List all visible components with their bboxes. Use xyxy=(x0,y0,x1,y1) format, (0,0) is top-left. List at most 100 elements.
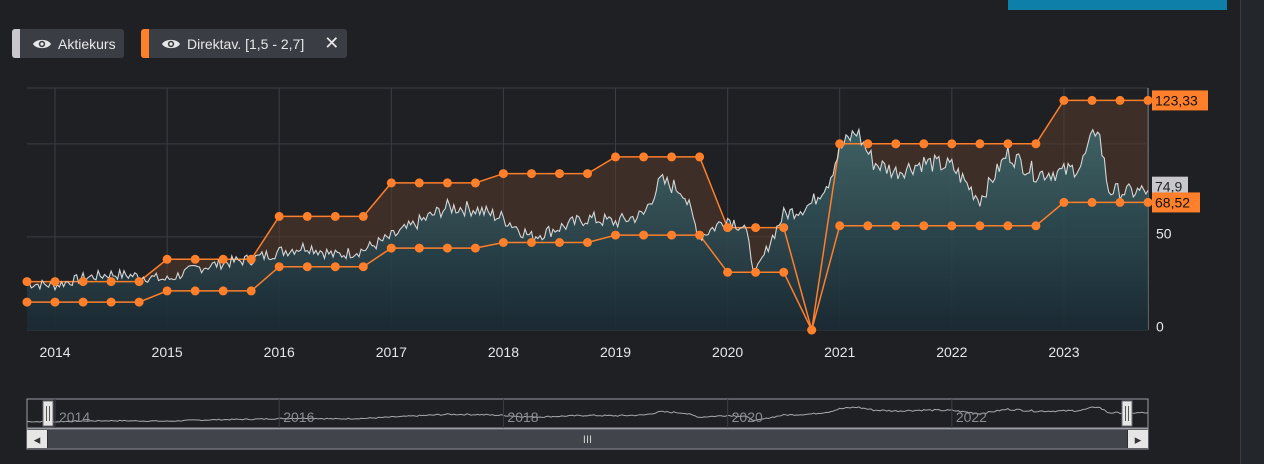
band-upper-point xyxy=(50,277,60,287)
band-upper-point xyxy=(1031,139,1041,149)
x-tick-label: 2015 xyxy=(152,344,183,360)
navigator-scrollbar-thumb xyxy=(48,430,1127,448)
band-upper-label: 123,33 xyxy=(1155,92,1198,108)
band-upper-point xyxy=(330,211,340,221)
band-upper-point xyxy=(527,169,536,179)
band-lower-point xyxy=(218,286,228,296)
x-tick-label: 2020 xyxy=(712,344,743,360)
band-lower-point xyxy=(555,238,564,247)
band-upper-point xyxy=(695,152,705,162)
band-lower-point xyxy=(835,221,845,231)
side-scroll-strip[interactable] xyxy=(1241,0,1264,464)
navigator-frame xyxy=(26,398,1149,429)
legend-chip-direktavkastning[interactable]: Direktav. [1,5 - 2,7] ✕ xyxy=(141,29,348,58)
navigator-handle-right xyxy=(1121,400,1133,427)
band-upper-point xyxy=(919,139,929,149)
chart-grid xyxy=(27,87,1149,331)
band-upper-line xyxy=(27,99,1148,331)
band-lower-point xyxy=(442,243,452,253)
band-area xyxy=(27,100,1148,331)
navigator[interactable]: 2014 2016 2018 2020 2022 III ◂ ▸ xyxy=(26,398,1149,450)
band-upper-point xyxy=(274,211,284,221)
band-upper-point xyxy=(1003,139,1013,149)
band-upper-point xyxy=(639,152,649,162)
legend-chip-aktiekurs[interactable]: Aktiekurs xyxy=(12,29,124,58)
band-upper-point xyxy=(358,211,368,221)
panel-divider xyxy=(1240,0,1241,464)
band-upper-point xyxy=(1143,95,1153,105)
band-upper-label-bg xyxy=(1152,90,1208,111)
band-lower-point xyxy=(78,297,88,307)
band-lower-point xyxy=(751,267,761,277)
band-upper-point xyxy=(779,223,789,233)
band-lower-point xyxy=(470,243,480,253)
band-lower-point xyxy=(330,262,340,272)
band-lower-point xyxy=(162,286,172,296)
close-icon[interactable]: ✕ xyxy=(324,33,340,53)
band-upper-point xyxy=(751,223,761,233)
band-upper-point xyxy=(1059,95,1069,105)
band-upper-point xyxy=(190,254,200,264)
band-upper-point xyxy=(807,325,817,335)
band-upper-point xyxy=(246,254,256,264)
band-lower-point xyxy=(919,221,929,231)
band-lower-point xyxy=(611,230,620,240)
band-upper-point xyxy=(1115,95,1125,105)
price-series-line xyxy=(26,127,1149,292)
band-upper-point xyxy=(22,277,32,287)
band-upper-point xyxy=(106,277,116,287)
band-upper-point xyxy=(1087,95,1097,105)
band-lower-label-bg xyxy=(1152,192,1200,213)
band-upper-point xyxy=(975,139,985,149)
band-upper-point xyxy=(498,169,508,179)
band-lower-point xyxy=(807,325,817,335)
band-lower-label: 68,52 xyxy=(1155,194,1190,210)
band-lower-point xyxy=(891,221,901,231)
band-lower-point xyxy=(106,297,116,307)
navigator-tick-label: 2014 xyxy=(59,409,90,425)
band-upper-point xyxy=(442,178,452,188)
band-fill xyxy=(27,100,1148,331)
band-points xyxy=(22,95,1153,335)
y-tick-label: 0 xyxy=(1156,319,1164,335)
scroll-left-button xyxy=(27,430,47,448)
band-lower-point xyxy=(498,238,508,247)
legend-color-marker xyxy=(12,29,20,58)
scroll-right-button xyxy=(1128,430,1148,448)
x-tick-label: 2014 xyxy=(39,344,70,360)
navigator-series-line xyxy=(26,406,1149,423)
legend-color-marker xyxy=(141,29,149,58)
band-lower-point xyxy=(947,221,957,231)
band-upper-point xyxy=(414,178,424,188)
band-lower-point xyxy=(50,297,60,307)
band-lower-point xyxy=(583,238,592,247)
band-lower-point xyxy=(414,243,424,253)
band-lower-point xyxy=(274,262,284,272)
band-upper-point xyxy=(947,139,957,149)
x-tick-label: 2022 xyxy=(936,344,967,360)
price-line xyxy=(26,127,1149,292)
chart-axes: 2014 2015 2016 2017 2018 2019 2020 2021 2022 2023… xyxy=(39,226,1171,360)
top-accent-bar xyxy=(1008,0,1227,10)
band-lower-point xyxy=(134,297,144,307)
band-lower-point xyxy=(1115,197,1125,207)
band-lower-point xyxy=(358,262,368,272)
band-lower-point xyxy=(190,286,200,296)
eye-icon[interactable] xyxy=(32,37,52,51)
band-lower-point xyxy=(1003,221,1013,231)
band-lower-line xyxy=(27,201,1148,333)
band-lower-point xyxy=(863,221,873,231)
band-lower-point xyxy=(1031,221,1041,231)
navigator-scrollbar-track xyxy=(26,428,1149,450)
price-area-fill xyxy=(27,129,1148,330)
band-upper-point xyxy=(583,169,592,179)
scrollbar-grip: III xyxy=(583,434,592,446)
band-lower-point xyxy=(386,243,396,253)
band-upper-point xyxy=(302,211,312,221)
eye-icon[interactable] xyxy=(161,37,181,51)
band-upper-point xyxy=(835,139,845,149)
x-tick-label: 2016 xyxy=(264,344,295,360)
band-lower-point xyxy=(779,267,789,277)
band-upper-point xyxy=(555,169,564,179)
band-lower-point xyxy=(695,230,705,240)
